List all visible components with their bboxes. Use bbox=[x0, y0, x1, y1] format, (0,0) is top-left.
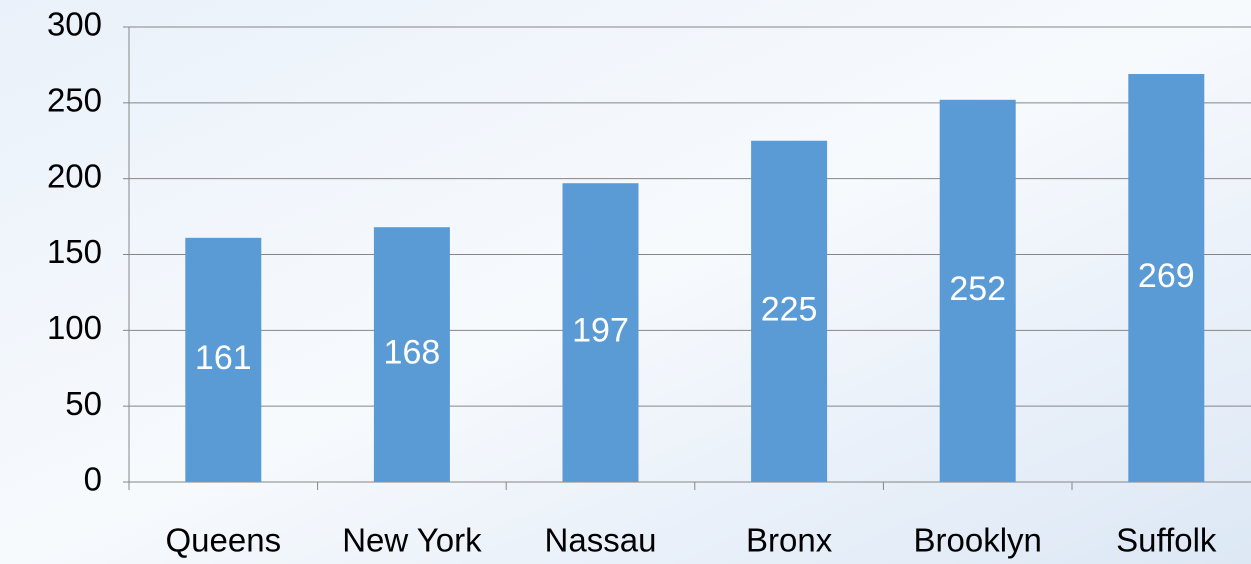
y-tick-label: 50 bbox=[65, 385, 102, 422]
y-tick-label: 100 bbox=[47, 309, 102, 346]
bar bbox=[185, 237, 262, 482]
bar bbox=[562, 183, 639, 482]
y-tick-label: 150 bbox=[47, 233, 102, 270]
x-tick-label: Suffolk bbox=[1116, 522, 1217, 559]
x-tick-label: Brooklyn bbox=[914, 522, 1042, 559]
y-tick-label: 300 bbox=[47, 6, 102, 43]
data-label: 197 bbox=[572, 312, 629, 350]
y-tick-label: 250 bbox=[47, 82, 102, 119]
data-label: 269 bbox=[1138, 257, 1195, 295]
data-label: 225 bbox=[761, 290, 818, 328]
bar bbox=[373, 227, 450, 482]
data-label: 252 bbox=[949, 270, 1006, 308]
bar bbox=[751, 140, 828, 482]
x-tick-label: New York bbox=[342, 522, 482, 559]
y-tick-label: 200 bbox=[47, 157, 102, 194]
x-tick-label: Bronx bbox=[746, 522, 833, 559]
bar bbox=[1128, 74, 1205, 483]
data-label: 161 bbox=[195, 339, 252, 377]
data-label: 168 bbox=[384, 334, 441, 372]
y-tick-label: 0 bbox=[84, 461, 102, 498]
bar bbox=[939, 99, 1016, 483]
x-tick-label: Nassau bbox=[545, 522, 657, 559]
x-tick-label: Queens bbox=[166, 522, 282, 559]
